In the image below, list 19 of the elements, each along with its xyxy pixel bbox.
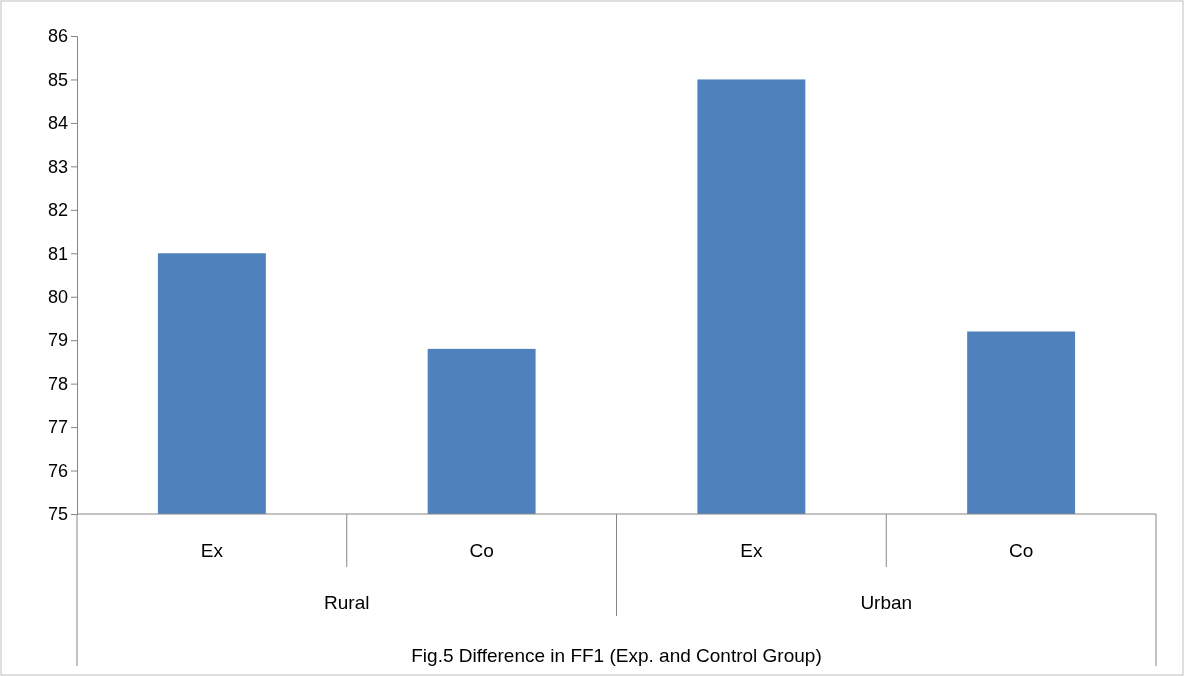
y-tick-label: 81 bbox=[47, 243, 68, 264]
text: Urban bbox=[860, 592, 913, 613]
y-tick-label: 84 bbox=[47, 113, 68, 134]
x-tick-label: Co bbox=[469, 540, 494, 561]
y-tick-label: 78 bbox=[47, 373, 68, 394]
y-tick-label: 79 bbox=[47, 330, 68, 351]
y-tick-label: 76 bbox=[47, 460, 68, 481]
y-tick-label: 85 bbox=[47, 69, 68, 90]
x-tick-label: Ex bbox=[200, 540, 224, 561]
x-axis-title: Fig.5 Difference in FF1 (Exp. and Control Group) bbox=[411, 645, 822, 666]
y-tick-label: 75 bbox=[47, 504, 68, 525]
text: Rural bbox=[324, 592, 370, 613]
y-tick-label: 83 bbox=[47, 156, 68, 177]
x-tick-label: Ex bbox=[740, 540, 763, 561]
y-tick-label: 82 bbox=[47, 200, 68, 221]
x-tick-label: Co bbox=[1008, 540, 1034, 561]
y-tick-label: 80 bbox=[47, 286, 68, 307]
y-tick-label: 86 bbox=[47, 26, 68, 47]
y-tick-label: 77 bbox=[47, 417, 68, 438]
